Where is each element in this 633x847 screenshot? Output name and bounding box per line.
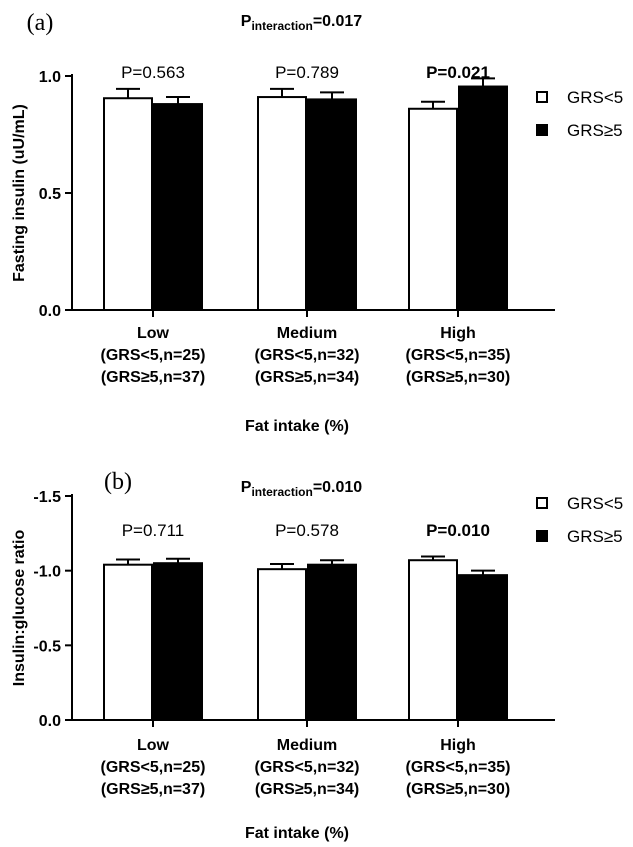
- bar-grs-lt5-medium: [257, 96, 307, 311]
- p-value-label: P=0.578: [275, 521, 339, 540]
- bar-grs-ge5-low: [153, 103, 203, 311]
- bar-grs-ge5-high: [458, 574, 508, 721]
- p-interaction-value: =0.017: [313, 13, 362, 30]
- category-n-grs-ge5: (GRS≥5,n=30): [406, 369, 510, 386]
- p-interaction-prefix: P: [241, 13, 252, 30]
- y-tick-label: -1.0: [33, 564, 61, 581]
- x-axis-label: Fat intake (%): [245, 825, 349, 842]
- p-value-label: P=0.021: [426, 63, 490, 82]
- x-axis-label: Fat intake (%): [245, 418, 349, 435]
- p-value-label: P=0.563: [121, 63, 185, 82]
- legend-swatch-grs-lt5: [536, 497, 548, 509]
- category-n-grs-ge5: (GRS≥5,n=34): [255, 781, 359, 798]
- p-interaction-prefix: P: [241, 479, 252, 496]
- y-tick-label: 0.0: [39, 713, 61, 730]
- bar-grs-lt5-high: [408, 107, 458, 312]
- category-n-grs-ge5: (GRS≥5,n=34): [255, 369, 359, 386]
- y-tick-label: 1.0: [39, 69, 61, 86]
- legend-swatch-grs-ge5: [536, 530, 548, 542]
- p-interaction-subscript: interaction: [251, 19, 312, 33]
- y-axis-label: Fasting insulin (uU/mL): [11, 104, 28, 282]
- y-tick-label: 0.5: [39, 186, 61, 203]
- p-interaction-subscript: interaction: [251, 485, 312, 499]
- category-label: Low: [137, 737, 170, 754]
- p-interaction-title: Pinteraction=0.010: [241, 479, 363, 499]
- panel-label: (a): [27, 10, 54, 36]
- category-label: Medium: [277, 737, 337, 754]
- category-n-grs-lt5: (GRS<5,n=25): [101, 347, 206, 364]
- legend-swatch-grs-ge5: [536, 124, 548, 136]
- p-value-label: P=0.711: [122, 521, 185, 540]
- legend-label-grs-ge5: GRS≥5: [567, 121, 623, 140]
- y-tick-label: -0.5: [33, 638, 61, 655]
- legend-label-grs-lt5: GRS<5: [567, 494, 623, 513]
- y-tick-label: 0.0: [39, 303, 61, 320]
- category-n-grs-lt5: (GRS<5,n=35): [406, 347, 511, 364]
- bar-grs-ge5-medium: [307, 98, 357, 312]
- legend-label-grs-lt5: GRS<5: [567, 88, 623, 107]
- legend-label-grs-ge5: GRS≥5: [567, 527, 623, 546]
- category-label: High: [440, 737, 476, 754]
- bar-grs-lt5-low: [103, 563, 153, 722]
- bar-grs-ge5-low: [153, 562, 203, 722]
- bar-grs-ge5-high: [458, 85, 508, 311]
- bar-grs-ge5-medium: [307, 563, 357, 722]
- y-tick-label: -1.5: [33, 489, 61, 506]
- p-value-label: P=0.010: [426, 521, 490, 540]
- p-interaction-title: Pinteraction=0.017: [241, 13, 363, 33]
- legend-swatch-grs-lt5: [536, 91, 548, 103]
- category-n-grs-lt5: (GRS<5,n=25): [101, 759, 206, 776]
- category-n-grs-lt5: (GRS<5,n=35): [406, 759, 511, 776]
- category-n-grs-lt5: (GRS<5,n=32): [255, 347, 360, 364]
- bar-grs-lt5-high: [408, 559, 458, 721]
- category-label: Low: [137, 325, 170, 342]
- chart-panel-b: (b) Pinteraction=0.010 0.0 -0.5 -1.0 -1.5 Insu…: [11, 469, 623, 842]
- y-axis-label: Insulin:glucose ratio: [11, 530, 28, 687]
- p-value-label: P=0.789: [275, 63, 339, 82]
- chart-panel-a: (a) Pinteraction=0.017 0.0 0.5 1.0 Fasting in…: [11, 10, 623, 435]
- panel-label: (b): [104, 469, 132, 495]
- category-n-grs-ge5: (GRS≥5,n=37): [101, 781, 205, 798]
- category-n-grs-lt5: (GRS<5,n=32): [255, 759, 360, 776]
- p-interaction-value: =0.010: [313, 479, 362, 496]
- category-label: High: [440, 325, 476, 342]
- category-label: Medium: [277, 325, 337, 342]
- category-n-grs-ge5: (GRS≥5,n=30): [406, 781, 510, 798]
- bar-grs-lt5-medium: [257, 568, 307, 721]
- category-n-grs-ge5: (GRS≥5,n=37): [101, 369, 205, 386]
- bar-grs-lt5-low: [103, 97, 153, 312]
